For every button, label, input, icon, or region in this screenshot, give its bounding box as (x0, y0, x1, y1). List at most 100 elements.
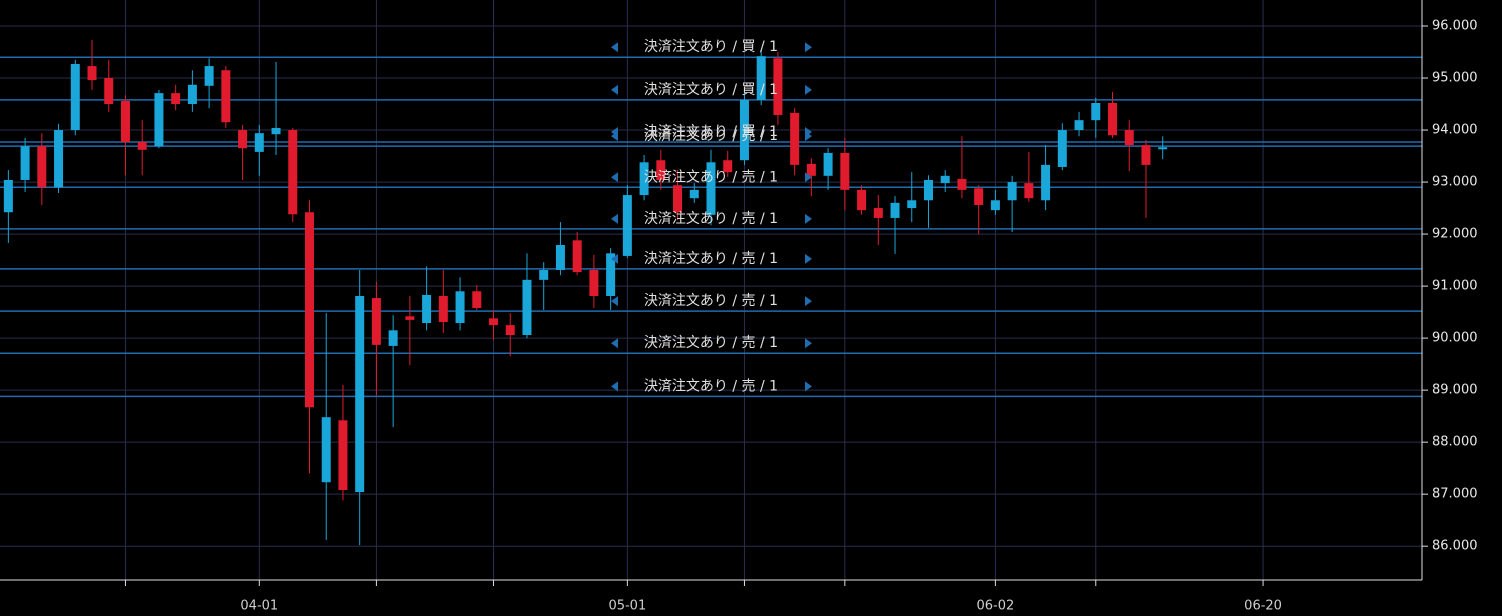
candle-body (338, 420, 348, 491)
order-label: 決済注文あり / 買 / 1 (644, 124, 778, 140)
candle-body (405, 316, 415, 320)
order-label: 決済注文あり / 売 / 1 (644, 378, 778, 394)
candle-body (1124, 130, 1134, 146)
candle-body (673, 185, 683, 213)
candle-body (37, 146, 47, 188)
candle-body (1141, 145, 1151, 165)
candle-body (589, 269, 599, 296)
candle-body (1057, 130, 1067, 167)
candle-body (304, 212, 314, 408)
order-label: 決済注文あり / 売 / 1 (644, 335, 778, 351)
order-arrow-right (805, 42, 812, 53)
candle-body (438, 295, 448, 322)
candle-body (840, 152, 850, 190)
candle-body (923, 179, 933, 201)
y-tick-label: 93.000 (1432, 175, 1478, 190)
candle-body (873, 208, 883, 218)
candle-body (371, 298, 381, 345)
candle-body (1007, 182, 1017, 201)
candle-body (706, 162, 716, 215)
y-tick-label: 94.000 (1432, 123, 1478, 138)
candle-body (321, 417, 331, 483)
candle-body (990, 200, 1000, 211)
order-arrow-right (805, 172, 812, 183)
order-arrow-right (805, 131, 812, 142)
order-arrow-left (611, 338, 618, 349)
candle-body (1108, 102, 1118, 136)
candle-body (790, 112, 800, 165)
order-arrow-left (611, 172, 618, 183)
order-arrow-right (805, 213, 812, 224)
candle-body (489, 318, 499, 326)
candle-body (472, 291, 482, 308)
y-tick-label: 88.000 (1432, 435, 1478, 450)
order-arrow-right (805, 338, 812, 349)
candle-body (1091, 102, 1101, 121)
order-arrow-right (805, 381, 812, 392)
candle-body (622, 195, 632, 256)
order-label: 決済注文あり / 売 / 1 (644, 293, 778, 309)
candle-body (974, 188, 984, 205)
candle-body (187, 84, 197, 105)
order-arrow-left (611, 84, 618, 95)
order-label: 決済注文あり / 売 / 1 (644, 169, 778, 185)
x-tick-label: 05-01 (608, 599, 646, 614)
y-tick-label: 91.000 (1432, 279, 1478, 294)
order-label: 決済注文あり / 売 / 1 (644, 251, 778, 267)
order-arrow-left (611, 253, 618, 264)
x-tick-label: 04-01 (240, 599, 278, 614)
order-arrow-right (805, 296, 812, 307)
candle-body (70, 63, 80, 131)
y-tick-label: 96.000 (1432, 19, 1478, 34)
order-arrow-right (805, 253, 812, 264)
candle-body (522, 279, 532, 335)
x-tick-label: 06-20 (1244, 599, 1282, 614)
candle-body (773, 58, 783, 115)
candle-body (739, 99, 749, 161)
candle-body (689, 189, 699, 199)
candle-body (455, 291, 465, 324)
candle-body (20, 146, 30, 180)
candle-body (54, 130, 64, 188)
order-arrow-left (611, 42, 618, 53)
candle-body (957, 178, 967, 190)
candle-body (572, 240, 582, 273)
order-label: 決済注文あり / 売 / 1 (644, 211, 778, 227)
candle-body (606, 253, 616, 296)
x-tick-label: 06-02 (977, 599, 1015, 614)
order-label: 決済注文あり / 売 / 1 (644, 128, 778, 144)
order-arrow-left (611, 381, 618, 392)
candle-body (388, 330, 398, 346)
candle-body (1041, 164, 1051, 201)
candle-body (806, 163, 816, 176)
order-label: 決済注文あり / 買 / 1 (644, 39, 778, 55)
candle-body (238, 130, 248, 149)
candle-body (87, 66, 97, 81)
candle-body (288, 130, 298, 215)
y-tick-label: 92.000 (1432, 227, 1478, 242)
candle-body (1158, 147, 1168, 150)
candle-body (656, 160, 666, 180)
candle-body (907, 200, 917, 209)
order-label: 決済注文あり / 買 / 1 (644, 82, 778, 98)
candle-body (857, 189, 867, 211)
candle-body (1024, 183, 1034, 199)
order-arrow-left (611, 213, 618, 224)
candle-body (154, 93, 164, 147)
candle-body (940, 175, 950, 184)
candle-body (422, 294, 432, 324)
candle-body (254, 133, 264, 152)
candle-body (756, 56, 766, 100)
candle-body (137, 142, 147, 150)
candle-body (1074, 120, 1084, 131)
candle-body (204, 66, 214, 86)
candle-body (355, 295, 365, 493)
candle-body (3, 179, 13, 213)
y-tick-label: 89.000 (1432, 383, 1478, 398)
candle-body (539, 269, 549, 280)
candle-body (555, 245, 565, 270)
candle-body (723, 160, 733, 173)
order-arrow-right (805, 84, 812, 95)
y-tick-label: 86.000 (1432, 539, 1478, 554)
